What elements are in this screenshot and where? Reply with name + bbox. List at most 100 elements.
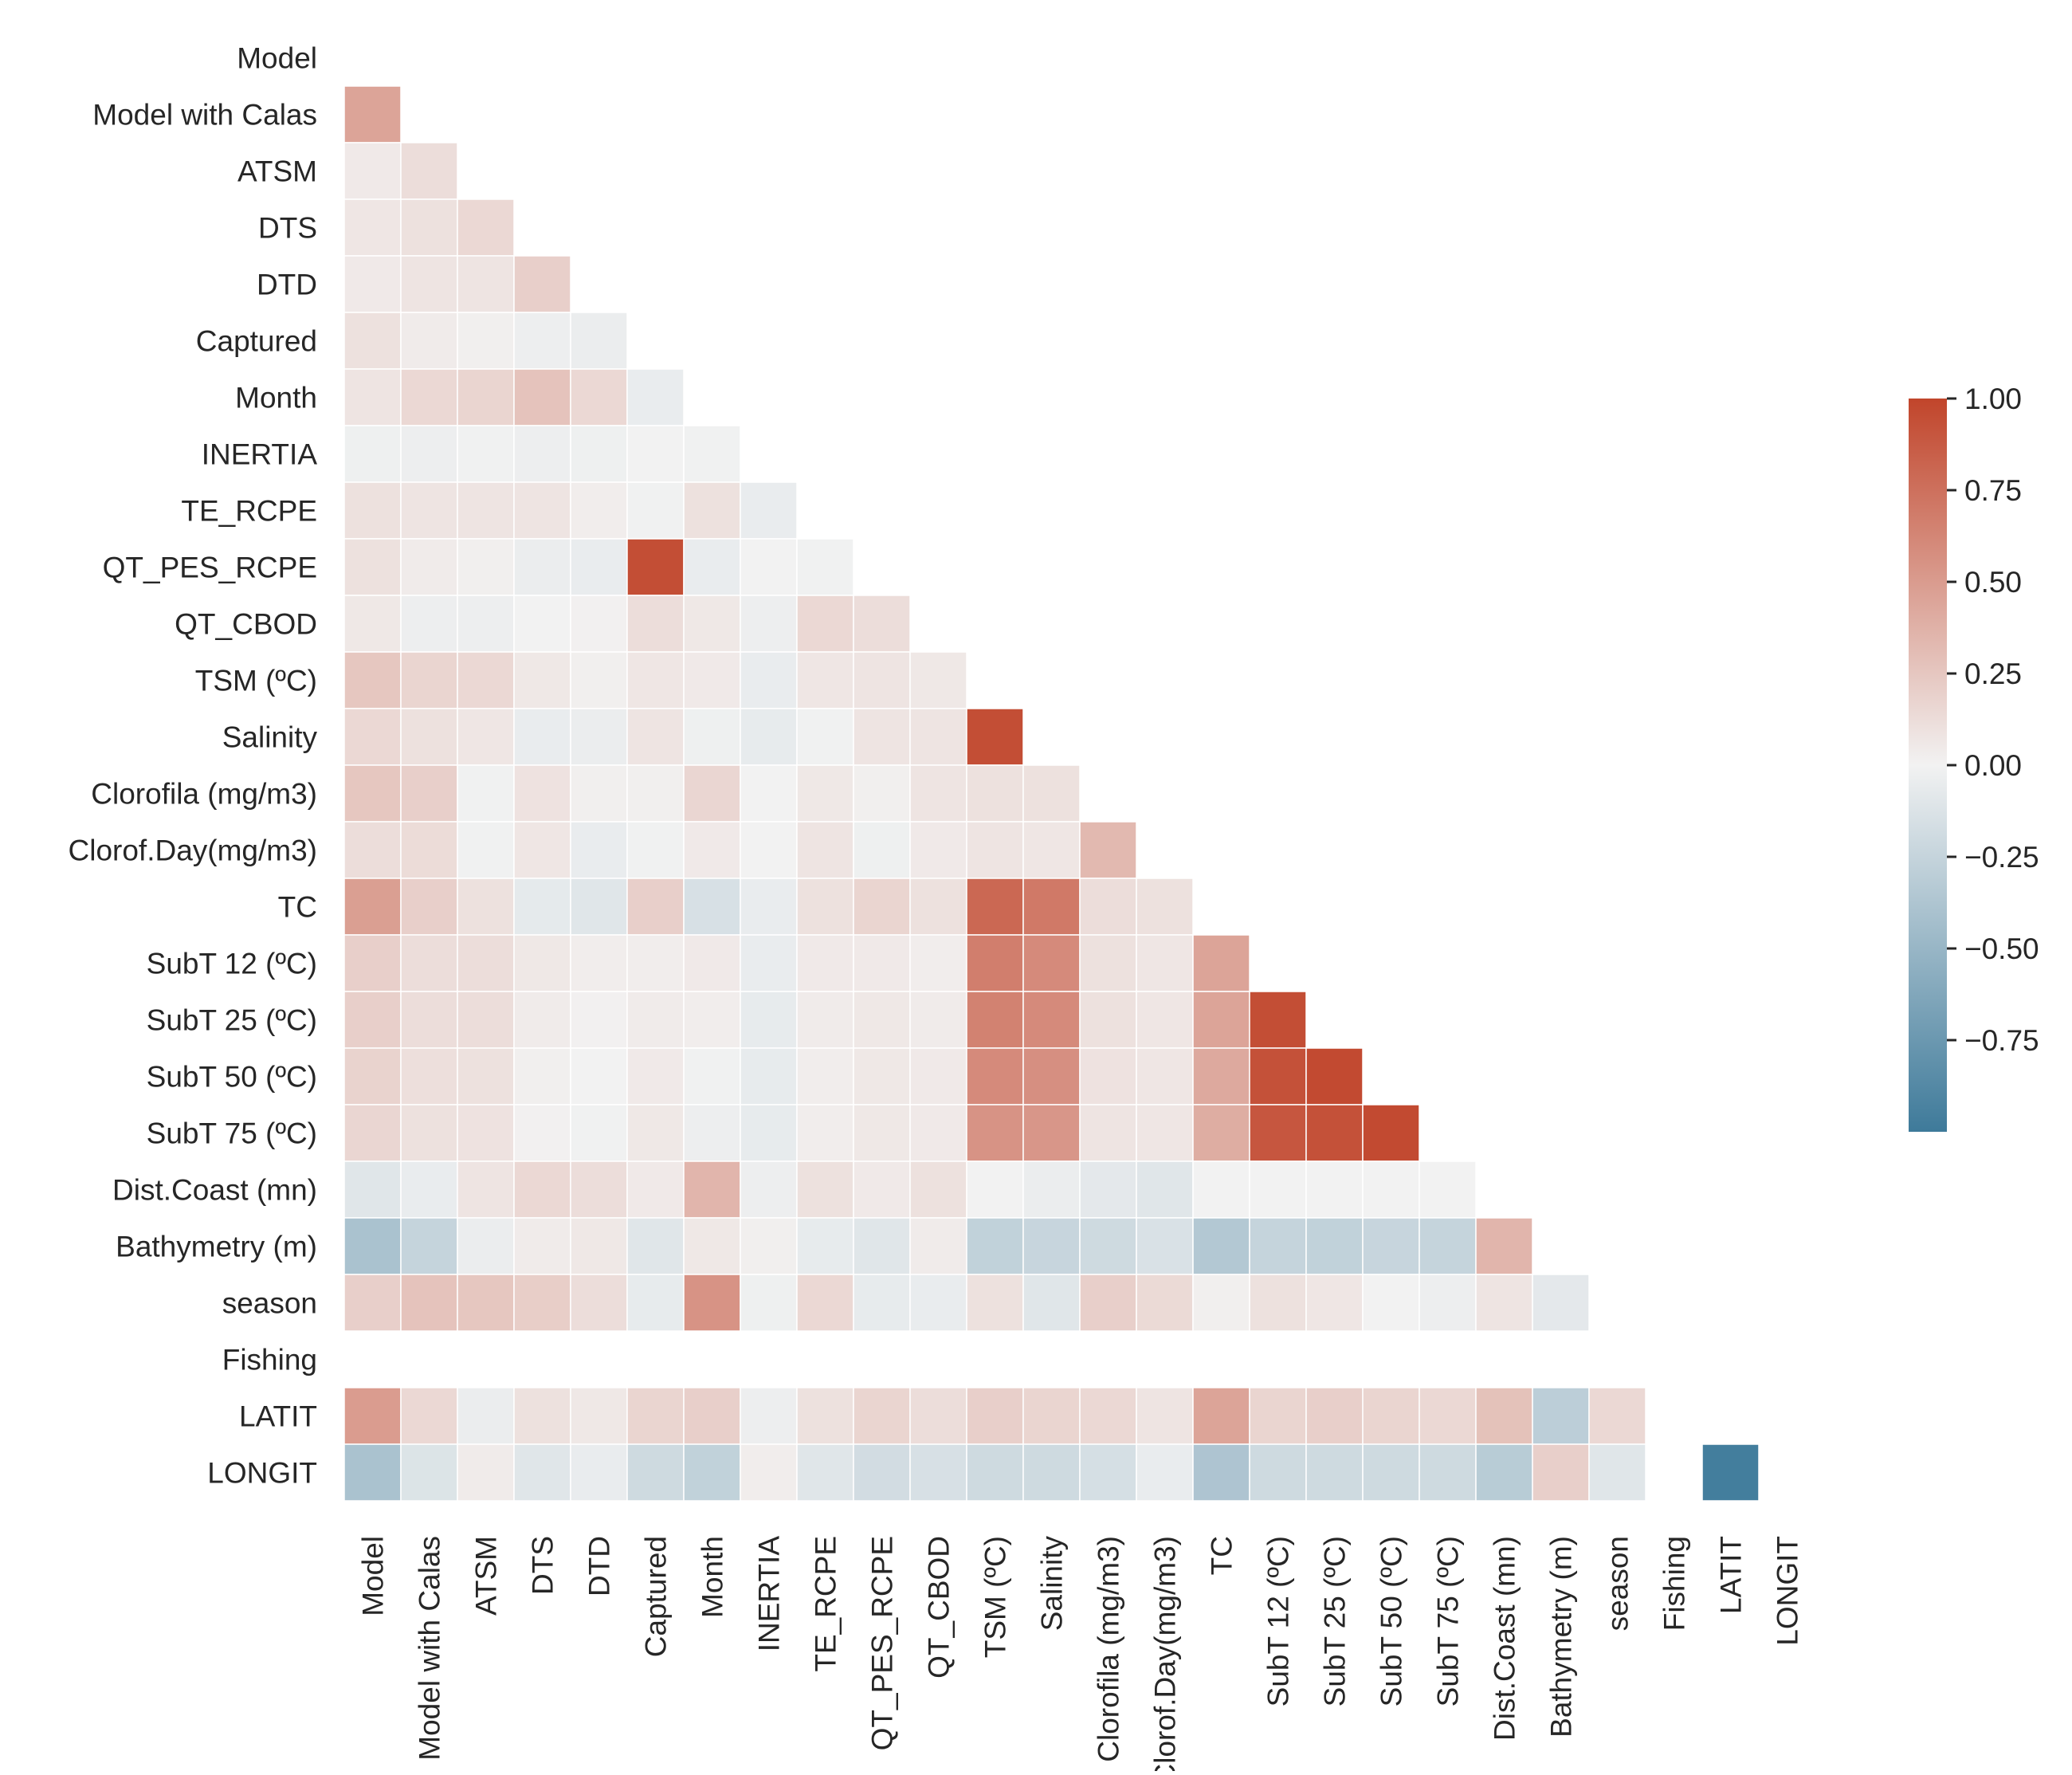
heatmap-cell xyxy=(683,1387,741,1445)
heatmap-cell xyxy=(513,1217,571,1275)
heatmap-cell xyxy=(796,1387,854,1445)
heatmap-cell xyxy=(1022,1104,1081,1162)
heatmap-cell xyxy=(1249,1387,1307,1445)
heatmap-cell xyxy=(626,1047,685,1105)
heatmap-cell xyxy=(1192,1387,1250,1445)
heatmap-cell xyxy=(1249,1274,1307,1332)
heatmap-cell xyxy=(626,821,685,879)
heatmap-cell xyxy=(1249,991,1307,1049)
heatmap-cell xyxy=(740,1047,798,1105)
heatmap-cell xyxy=(457,1387,515,1445)
heatmap-cell xyxy=(457,425,515,483)
heatmap-cell xyxy=(1022,878,1081,936)
heatmap-cells xyxy=(343,85,1760,1502)
heatmap-cell xyxy=(570,878,628,936)
heatmap-cell xyxy=(740,1274,798,1332)
heatmap-cell xyxy=(400,1217,458,1275)
heatmap-cell xyxy=(853,1274,911,1332)
colorbar-tick-label: −0.75 xyxy=(1964,1024,2039,1057)
heatmap-cell xyxy=(513,481,571,540)
x-tick-label: INERTIA xyxy=(753,1536,786,1652)
heatmap-cell xyxy=(626,538,685,596)
x-tick-label: SubT 50 (ºC) xyxy=(1375,1536,1408,1706)
heatmap-cell xyxy=(1079,991,1137,1049)
heatmap-cell xyxy=(570,934,628,992)
heatmap-cell xyxy=(1249,1047,1307,1105)
heatmap-cell xyxy=(570,1274,628,1332)
heatmap-cell xyxy=(513,708,571,766)
colorbar-tick-label: 1.00 xyxy=(1964,383,2022,415)
heatmap-cell xyxy=(626,878,685,936)
heatmap-cell xyxy=(966,878,1024,936)
heatmap-cell xyxy=(626,1160,685,1219)
heatmap-cell xyxy=(343,255,402,313)
heatmap-cell xyxy=(570,821,628,879)
heatmap-cell xyxy=(343,1104,402,1162)
heatmap-cell xyxy=(343,142,402,200)
heatmap-cell xyxy=(1305,1160,1364,1219)
heatmap-cell xyxy=(400,1047,458,1105)
heatmap-cell xyxy=(513,595,571,653)
heatmap-cell xyxy=(1022,1217,1081,1275)
heatmap-cell xyxy=(457,1104,515,1162)
heatmap-cell xyxy=(966,1217,1024,1275)
heatmap-cell xyxy=(1079,1443,1137,1502)
heatmap-cell xyxy=(1022,1387,1081,1445)
heatmap-cell xyxy=(740,1387,798,1445)
heatmap-cell xyxy=(1419,1443,1477,1502)
y-tick-label: Bathymetry (m) xyxy=(116,1231,317,1263)
heatmap-cell xyxy=(343,708,402,766)
heatmap-cell xyxy=(1588,1443,1646,1502)
heatmap-cell xyxy=(1249,1443,1307,1502)
y-tick-label: QT_PES_RCPE xyxy=(103,552,317,584)
heatmap-cell xyxy=(796,764,854,823)
heatmap-cell xyxy=(853,1104,911,1162)
heatmap-cell xyxy=(400,821,458,879)
heatmap-cell xyxy=(343,764,402,823)
heatmap-cell xyxy=(570,764,628,823)
x-tick-label: Captured xyxy=(640,1536,673,1657)
heatmap-cell xyxy=(909,1047,967,1105)
heatmap-cell xyxy=(513,255,571,313)
heatmap-cell xyxy=(400,1443,458,1502)
heatmap-cell xyxy=(626,651,685,709)
heatmap-cell xyxy=(1475,1217,1533,1275)
heatmap-cell xyxy=(457,1160,515,1219)
heatmap-cell xyxy=(570,538,628,596)
colorbar-tick-label: 0.25 xyxy=(1964,658,2022,690)
heatmap-cell xyxy=(853,1160,911,1219)
heatmap-cell xyxy=(626,1443,685,1502)
heatmap-cell xyxy=(796,595,854,653)
heatmap-cell xyxy=(1305,1047,1364,1105)
heatmap-cell xyxy=(796,1274,854,1332)
colorbar-tick-label: −0.25 xyxy=(1964,841,2039,874)
y-tick-label: season xyxy=(222,1287,317,1320)
heatmap-cell xyxy=(740,481,798,540)
heatmap-cell xyxy=(570,1443,628,1502)
x-tick-label: Dist.Coast (mn) xyxy=(1489,1536,1521,1741)
heatmap-cell xyxy=(1475,1387,1533,1445)
heatmap-cell xyxy=(457,1047,515,1105)
heatmap-cell xyxy=(1419,1160,1477,1219)
colorbar-tick-label: 0.75 xyxy=(1964,474,2022,507)
heatmap-cell xyxy=(796,1047,854,1105)
heatmap-cell xyxy=(1362,1443,1420,1502)
heatmap-cell xyxy=(1022,821,1081,879)
y-tick-label: SubT 75 (ºC) xyxy=(147,1117,317,1150)
heatmap-cell xyxy=(1192,1274,1250,1332)
heatmap-cell xyxy=(400,368,458,426)
heatmap-cell xyxy=(909,821,967,879)
heatmap-cell xyxy=(400,481,458,540)
heatmap-cell xyxy=(626,1274,685,1332)
heatmap-cell xyxy=(1079,878,1137,936)
heatmap-cell xyxy=(853,1217,911,1275)
heatmap-cell xyxy=(909,1217,967,1275)
heatmap-cell xyxy=(513,764,571,823)
heatmap-cell xyxy=(457,368,515,426)
heatmap-cell xyxy=(513,1160,571,1219)
heatmap-cell xyxy=(796,934,854,992)
heatmap-cell xyxy=(1419,1274,1477,1332)
heatmap-cell xyxy=(740,934,798,992)
heatmap-cell xyxy=(400,1104,458,1162)
